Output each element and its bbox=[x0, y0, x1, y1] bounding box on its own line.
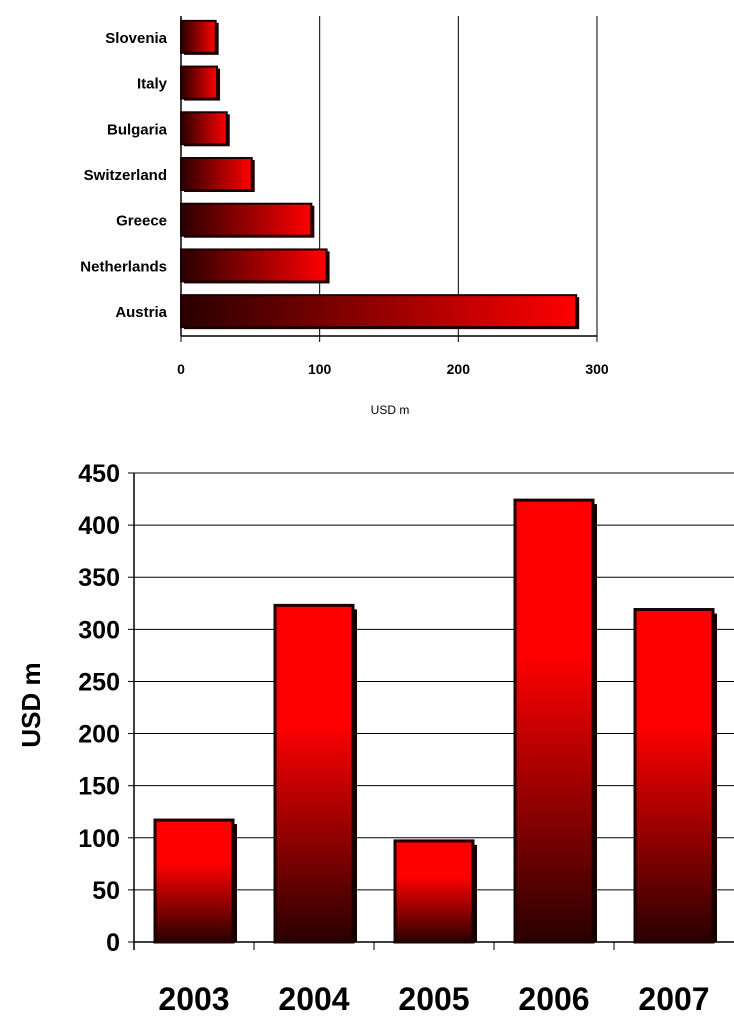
top-category-label: Switzerland bbox=[84, 167, 167, 184]
bottom-y-tick-labels: 0 50 100 150 200 250 300 350 400 450 bbox=[78, 460, 120, 957]
top-category-label: Greece bbox=[116, 213, 167, 230]
top-bar-greece bbox=[180, 202, 313, 237]
bottom-bars bbox=[153, 498, 717, 944]
top-category-label: Austria bbox=[115, 304, 167, 321]
bottom-y-tick-label: 350 bbox=[78, 564, 120, 592]
bottom-y-tick-label: 150 bbox=[78, 773, 120, 801]
top-x-axis-title: USD m bbox=[371, 403, 410, 417]
bottom-category-label: 2006 bbox=[518, 981, 589, 1017]
top-bar-switzerland bbox=[180, 157, 253, 191]
top-bar-bulgaria bbox=[180, 111, 228, 146]
bottom-y-axis-title: USD m bbox=[16, 662, 46, 747]
top-bars bbox=[180, 19, 580, 330]
bottom-category-label: 2005 bbox=[398, 981, 469, 1017]
bottom-y-tick-label: 300 bbox=[78, 616, 120, 644]
bottom-y-tick-label: 0 bbox=[106, 929, 120, 957]
top-bar-italy bbox=[180, 65, 219, 100]
bottom-y-tick-label: 200 bbox=[78, 721, 120, 749]
bottom-y-tick-label: 50 bbox=[92, 877, 120, 905]
top-category-label: Italy bbox=[137, 76, 168, 93]
bottom-y-tick-label: 450 bbox=[78, 460, 120, 488]
bottom-category-label: 2007 bbox=[638, 981, 709, 1017]
bottom-category-label: 2003 bbox=[158, 981, 229, 1017]
bottom-bar-2006 bbox=[513, 498, 595, 944]
top-bar-slovenia bbox=[180, 19, 217, 54]
top-x-tick-label: 0 bbox=[177, 361, 185, 377]
bottom-category-label: 2004 bbox=[278, 981, 349, 1017]
bottom-bar-2003 bbox=[153, 818, 235, 944]
top-bar-austria bbox=[180, 294, 578, 329]
top-category-labels: Slovenia Italy Bulgaria Switzerland Greece Ne… bbox=[80, 30, 167, 321]
top-x-tick-label: 300 bbox=[585, 361, 609, 377]
top-category-label: Bulgaria bbox=[107, 121, 168, 138]
bottom-bar-2004 bbox=[273, 603, 355, 944]
top-x-tick-label: 200 bbox=[447, 361, 471, 377]
bottom-y-tick-label: 250 bbox=[78, 668, 120, 696]
bottom-y-tick-label: 400 bbox=[78, 512, 120, 540]
top-category-label: Slovenia bbox=[105, 30, 167, 47]
top-category-label: Netherlands bbox=[80, 258, 167, 275]
top-bar-netherlands bbox=[180, 248, 328, 283]
bottom-y-tick-label: 100 bbox=[78, 825, 120, 853]
bottom-bar-2007 bbox=[633, 608, 715, 944]
bottom-category-labels: 2003 2004 2005 2006 2007 bbox=[158, 981, 709, 1017]
top-x-tick-label: 100 bbox=[308, 361, 332, 377]
yearly-bar-chart: 0 50 100 150 200 250 300 350 400 450 2003 2004 2005… bbox=[16, 460, 734, 1017]
top-x-tick-labels: 0 100 200 300 bbox=[177, 361, 609, 377]
country-bar-chart: Slovenia Italy Bulgaria Switzerland Greece Ne… bbox=[80, 16, 609, 417]
bottom-bar-2005 bbox=[393, 839, 475, 944]
